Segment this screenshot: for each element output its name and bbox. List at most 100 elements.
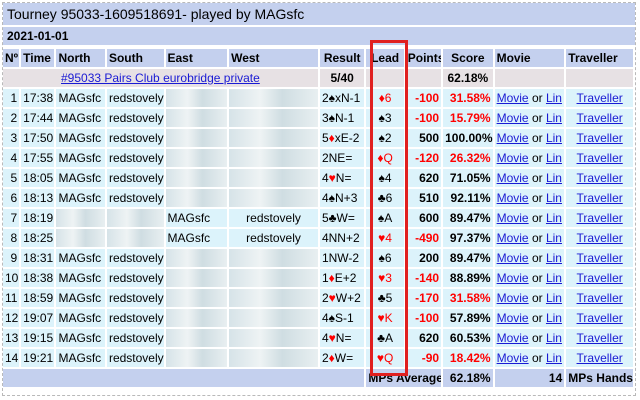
traveller-link[interactable]: Traveller <box>576 131 623 145</box>
cell-movie: Movie or Lin <box>494 329 565 347</box>
lin-link[interactable]: Lin <box>545 231 562 245</box>
traveller-link[interactable]: Traveller <box>576 111 623 125</box>
lin-link[interactable]: Lin <box>545 91 562 105</box>
movie-link[interactable]: Movie <box>496 311 529 325</box>
event-score: 62.18% <box>443 69 493 87</box>
traveller-link[interactable]: Traveller <box>576 291 623 305</box>
cell-score: 88.89% <box>443 269 493 287</box>
movie-link[interactable]: Movie <box>496 151 529 165</box>
lin-link[interactable]: Lin <box>545 211 562 225</box>
cell-east: MAGsfc <box>165 229 228 247</box>
traveller-link[interactable]: Traveller <box>576 151 623 165</box>
cell-points: -100 <box>405 109 442 127</box>
traveller-link[interactable]: Traveller <box>576 231 623 245</box>
cell-west <box>229 249 318 267</box>
movie-link[interactable]: Movie <box>496 211 529 225</box>
cell-lead: ♠A <box>366 209 404 227</box>
cell-lead: ♥4 <box>366 229 404 247</box>
cell-east <box>165 269 228 287</box>
movie-link[interactable]: Movie <box>496 191 529 205</box>
lin-link[interactable]: Lin <box>545 271 562 285</box>
lin-link[interactable]: Lin <box>545 191 562 205</box>
cell-traveller: Traveller <box>566 129 633 147</box>
traveller-link[interactable]: Traveller <box>576 331 623 345</box>
table-row: 10 18:38 MAGsfc redstovely 1♦E+2 ♥3 -140 88.89%… <box>3 269 633 287</box>
movie-link[interactable]: Movie <box>496 231 529 245</box>
lin-link[interactable]: Lin <box>545 291 562 305</box>
movie-link[interactable]: Movie <box>496 271 529 285</box>
traveller-link[interactable]: Traveller <box>576 351 623 365</box>
cell-points: 510 <box>405 189 442 207</box>
cell-north: MAGsfc <box>56 309 105 327</box>
traveller-link[interactable]: Traveller <box>576 271 623 285</box>
cell-movie: Movie or Lin <box>494 149 565 167</box>
cell-east <box>165 329 228 347</box>
col-header-score: Score <box>443 49 493 67</box>
or-text: or <box>531 211 543 225</box>
movie-link[interactable]: Movie <box>496 171 529 185</box>
movie-link[interactable]: Movie <box>496 331 529 345</box>
cell-movie: Movie or Lin <box>494 269 565 287</box>
traveller-link[interactable]: Traveller <box>576 91 623 105</box>
col-header-east: East <box>165 49 228 67</box>
cell-south: redstovely <box>106 109 164 127</box>
traveller-link[interactable]: Traveller <box>576 191 623 205</box>
event-link[interactable]: #95033 Pairs Club eurobridge private <box>61 71 260 85</box>
col-header-traveller: Traveller <box>566 49 633 67</box>
movie-link[interactable]: Movie <box>496 131 529 145</box>
traveller-link[interactable]: Traveller <box>576 171 623 185</box>
lin-link[interactable]: Lin <box>545 251 562 265</box>
result-text: 2♥W+2 <box>321 291 361 305</box>
traveller-link[interactable]: Traveller <box>576 251 623 265</box>
cell-west <box>229 309 318 327</box>
cell-time: 18:05 <box>21 169 55 187</box>
lin-link[interactable]: Lin <box>545 171 562 185</box>
cell-time: 17:55 <box>21 149 55 167</box>
movie-link[interactable]: Movie <box>496 91 529 105</box>
lin-link[interactable]: Lin <box>545 151 562 165</box>
cell-traveller: Traveller <box>566 229 633 247</box>
cell-west <box>229 329 318 347</box>
or-text: or <box>531 251 543 265</box>
col-header-west: West <box>229 49 318 67</box>
cell-points: 620 <box>405 329 442 347</box>
cell-lead: ♣6 <box>366 189 404 207</box>
table-row: 1 17:38 MAGsfc redstovely 2♠xN-1 ♦6 -100 31.58%… <box>3 89 633 107</box>
cell-no: 1 <box>3 89 20 107</box>
cell-north: MAGsfc <box>56 249 105 267</box>
cell-east <box>165 89 228 107</box>
cell-south: redstovely <box>106 349 164 367</box>
cell-result: 1NW-2 <box>319 249 365 267</box>
lin-link[interactable]: Lin <box>545 311 562 325</box>
lin-link[interactable]: Lin <box>545 131 562 145</box>
cell-result: 2♥W+2 <box>319 289 365 307</box>
movie-link[interactable]: Movie <box>496 351 529 365</box>
movie-link[interactable]: Movie <box>496 291 529 305</box>
cell-score: 57.89% <box>443 309 493 327</box>
lin-link[interactable]: Lin <box>545 111 562 125</box>
cell-west <box>229 289 318 307</box>
cell-time: 18:19 <box>21 209 55 227</box>
lin-link[interactable]: Lin <box>545 331 562 345</box>
lin-link[interactable]: Lin <box>545 351 562 365</box>
col-header-points: Points <box>405 49 442 67</box>
result-text: 4♥N= <box>321 171 352 185</box>
cell-score: 60.53% <box>443 329 493 347</box>
movie-link[interactable]: Movie <box>496 111 529 125</box>
table-row: 8 18:25 MAGsfc redstovely 4NN+2 ♥4 -490 97.37% M… <box>3 229 633 247</box>
cell-result: 2♦W= <box>319 349 365 367</box>
movie-link[interactable]: Movie <box>496 251 529 265</box>
cell-east <box>165 109 228 127</box>
cell-traveller: Traveller <box>566 309 633 327</box>
result-text: 2♠xN-1 <box>321 91 361 105</box>
cell-traveller: Traveller <box>566 249 633 267</box>
cell-west <box>229 89 318 107</box>
mps-average-label: MPs Average <box>366 369 442 387</box>
traveller-link[interactable]: Traveller <box>576 211 623 225</box>
cell-score: 92.11% <box>443 189 493 207</box>
cell-result: 5♦xE-2 <box>319 129 365 147</box>
cell-traveller: Traveller <box>566 89 633 107</box>
traveller-link[interactable]: Traveller <box>576 311 623 325</box>
cell-south: redstovely <box>106 309 164 327</box>
cell-traveller: Traveller <box>566 269 633 287</box>
